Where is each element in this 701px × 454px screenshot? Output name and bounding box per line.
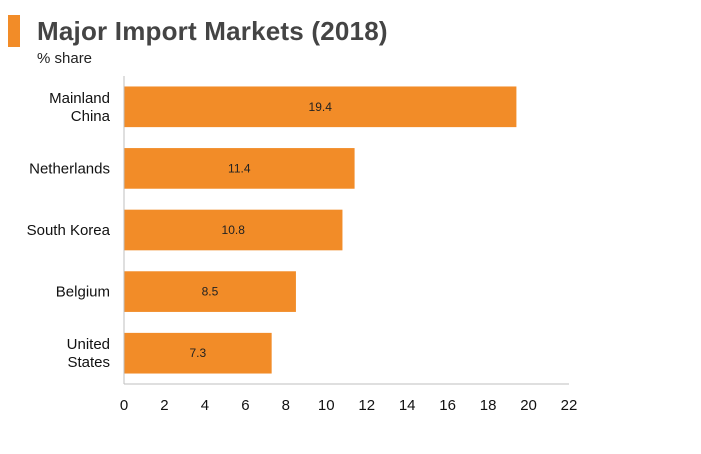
x-tick-label-6: 12: [358, 397, 375, 414]
data-label-4: 7.3: [189, 346, 206, 360]
bar-1: [124, 148, 355, 189]
x-tick-label-3: 6: [241, 397, 249, 414]
x-tick-label-5: 10: [318, 397, 335, 414]
x-tick-label-9: 18: [480, 397, 497, 414]
category-label-2: South Korea: [27, 222, 111, 239]
bars-group: [124, 86, 517, 374]
category-label-0: Mainland China: [49, 90, 111, 125]
category-label-line: Belgium: [56, 284, 110, 301]
data-label-0: 19.4: [309, 100, 333, 114]
axes: [123, 76, 569, 385]
chart-title: Major Import Markets (2018): [37, 15, 388, 46]
data-labels: 19.4 11.4 10.8 8.5 7.3: [189, 100, 332, 360]
category-label-line: China: [71, 108, 111, 125]
category-label-line: South Korea: [27, 222, 111, 239]
category-label-1: Netherlands: [29, 160, 110, 177]
title-accent-bar: [8, 15, 20, 47]
x-tick-label-0: 0: [120, 397, 128, 414]
x-tick-label-10: 20: [520, 397, 537, 414]
x-tick-label-2: 4: [201, 397, 209, 414]
data-label-3: 8.5: [202, 285, 219, 299]
category-label-4: United States: [67, 336, 110, 371]
data-label-2: 10.8: [222, 223, 246, 237]
chart-header: Major Import Markets (2018): [8, 14, 388, 48]
bar-4: [124, 332, 272, 374]
category-label-line: Mainland: [49, 90, 110, 107]
x-tick-label-7: 14: [399, 397, 416, 414]
x-tick-label-11: 22: [561, 397, 578, 414]
x-tick-label-8: 16: [439, 397, 456, 414]
category-label-3: Belgium: [56, 284, 110, 301]
bar-0: [124, 86, 517, 128]
bar-3: [124, 271, 296, 312]
x-tick-label-1: 2: [160, 397, 168, 414]
bar-2: [124, 209, 343, 251]
category-label-line: United: [67, 336, 110, 353]
x-tick-label-4: 8: [282, 397, 290, 414]
chart-subtitle: % share: [37, 50, 93, 67]
category-labels: Mainland China Netherlands South Korea Belgi…: [27, 90, 111, 371]
category-label-line: Netherlands: [29, 160, 110, 177]
category-label-line: States: [67, 354, 110, 371]
data-label-1: 11.4: [228, 161, 251, 175]
x-tick-labels: 0 2 4 6 8 10 12 14 16 18 20 22: [120, 397, 578, 414]
